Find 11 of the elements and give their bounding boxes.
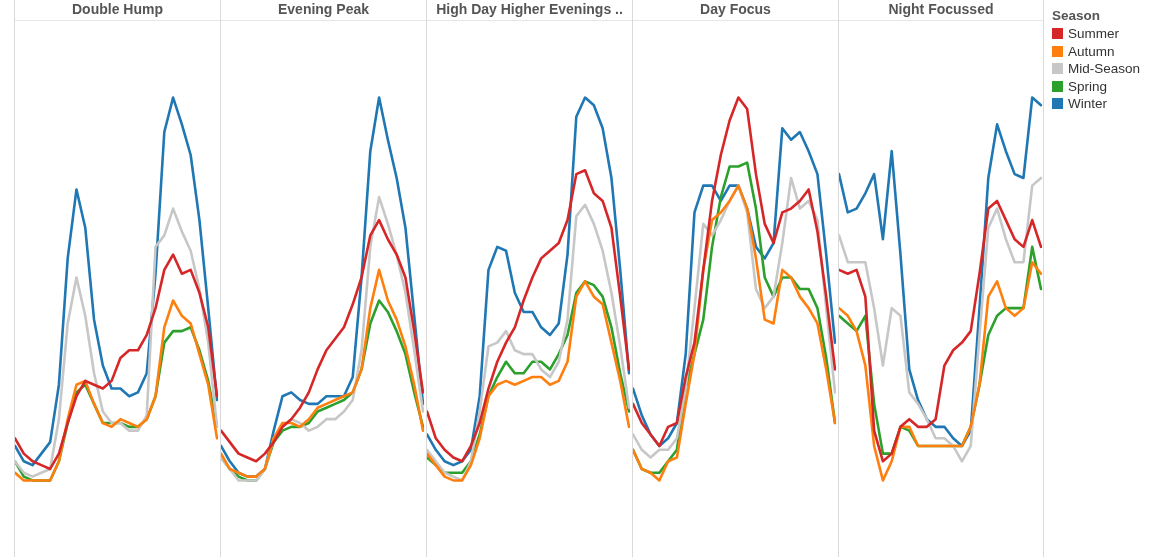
legend-label: Mid-Season [1068, 61, 1141, 77]
legend-label: Autumn [1068, 43, 1115, 59]
chart-title: High Day Higher Evenings .. [427, 0, 632, 21]
legend-label: Spring [1068, 78, 1108, 94]
chart-title: Evening Peak [221, 0, 426, 21]
legend-label: Summer [1068, 26, 1120, 42]
legend-label: Winter [1068, 96, 1108, 112]
chart-title: Day Focus [633, 0, 838, 21]
chart-title: Night Focussed [839, 0, 1043, 21]
chart-title: Double Hump [15, 0, 220, 21]
legend-title: Season [1052, 8, 1102, 23]
